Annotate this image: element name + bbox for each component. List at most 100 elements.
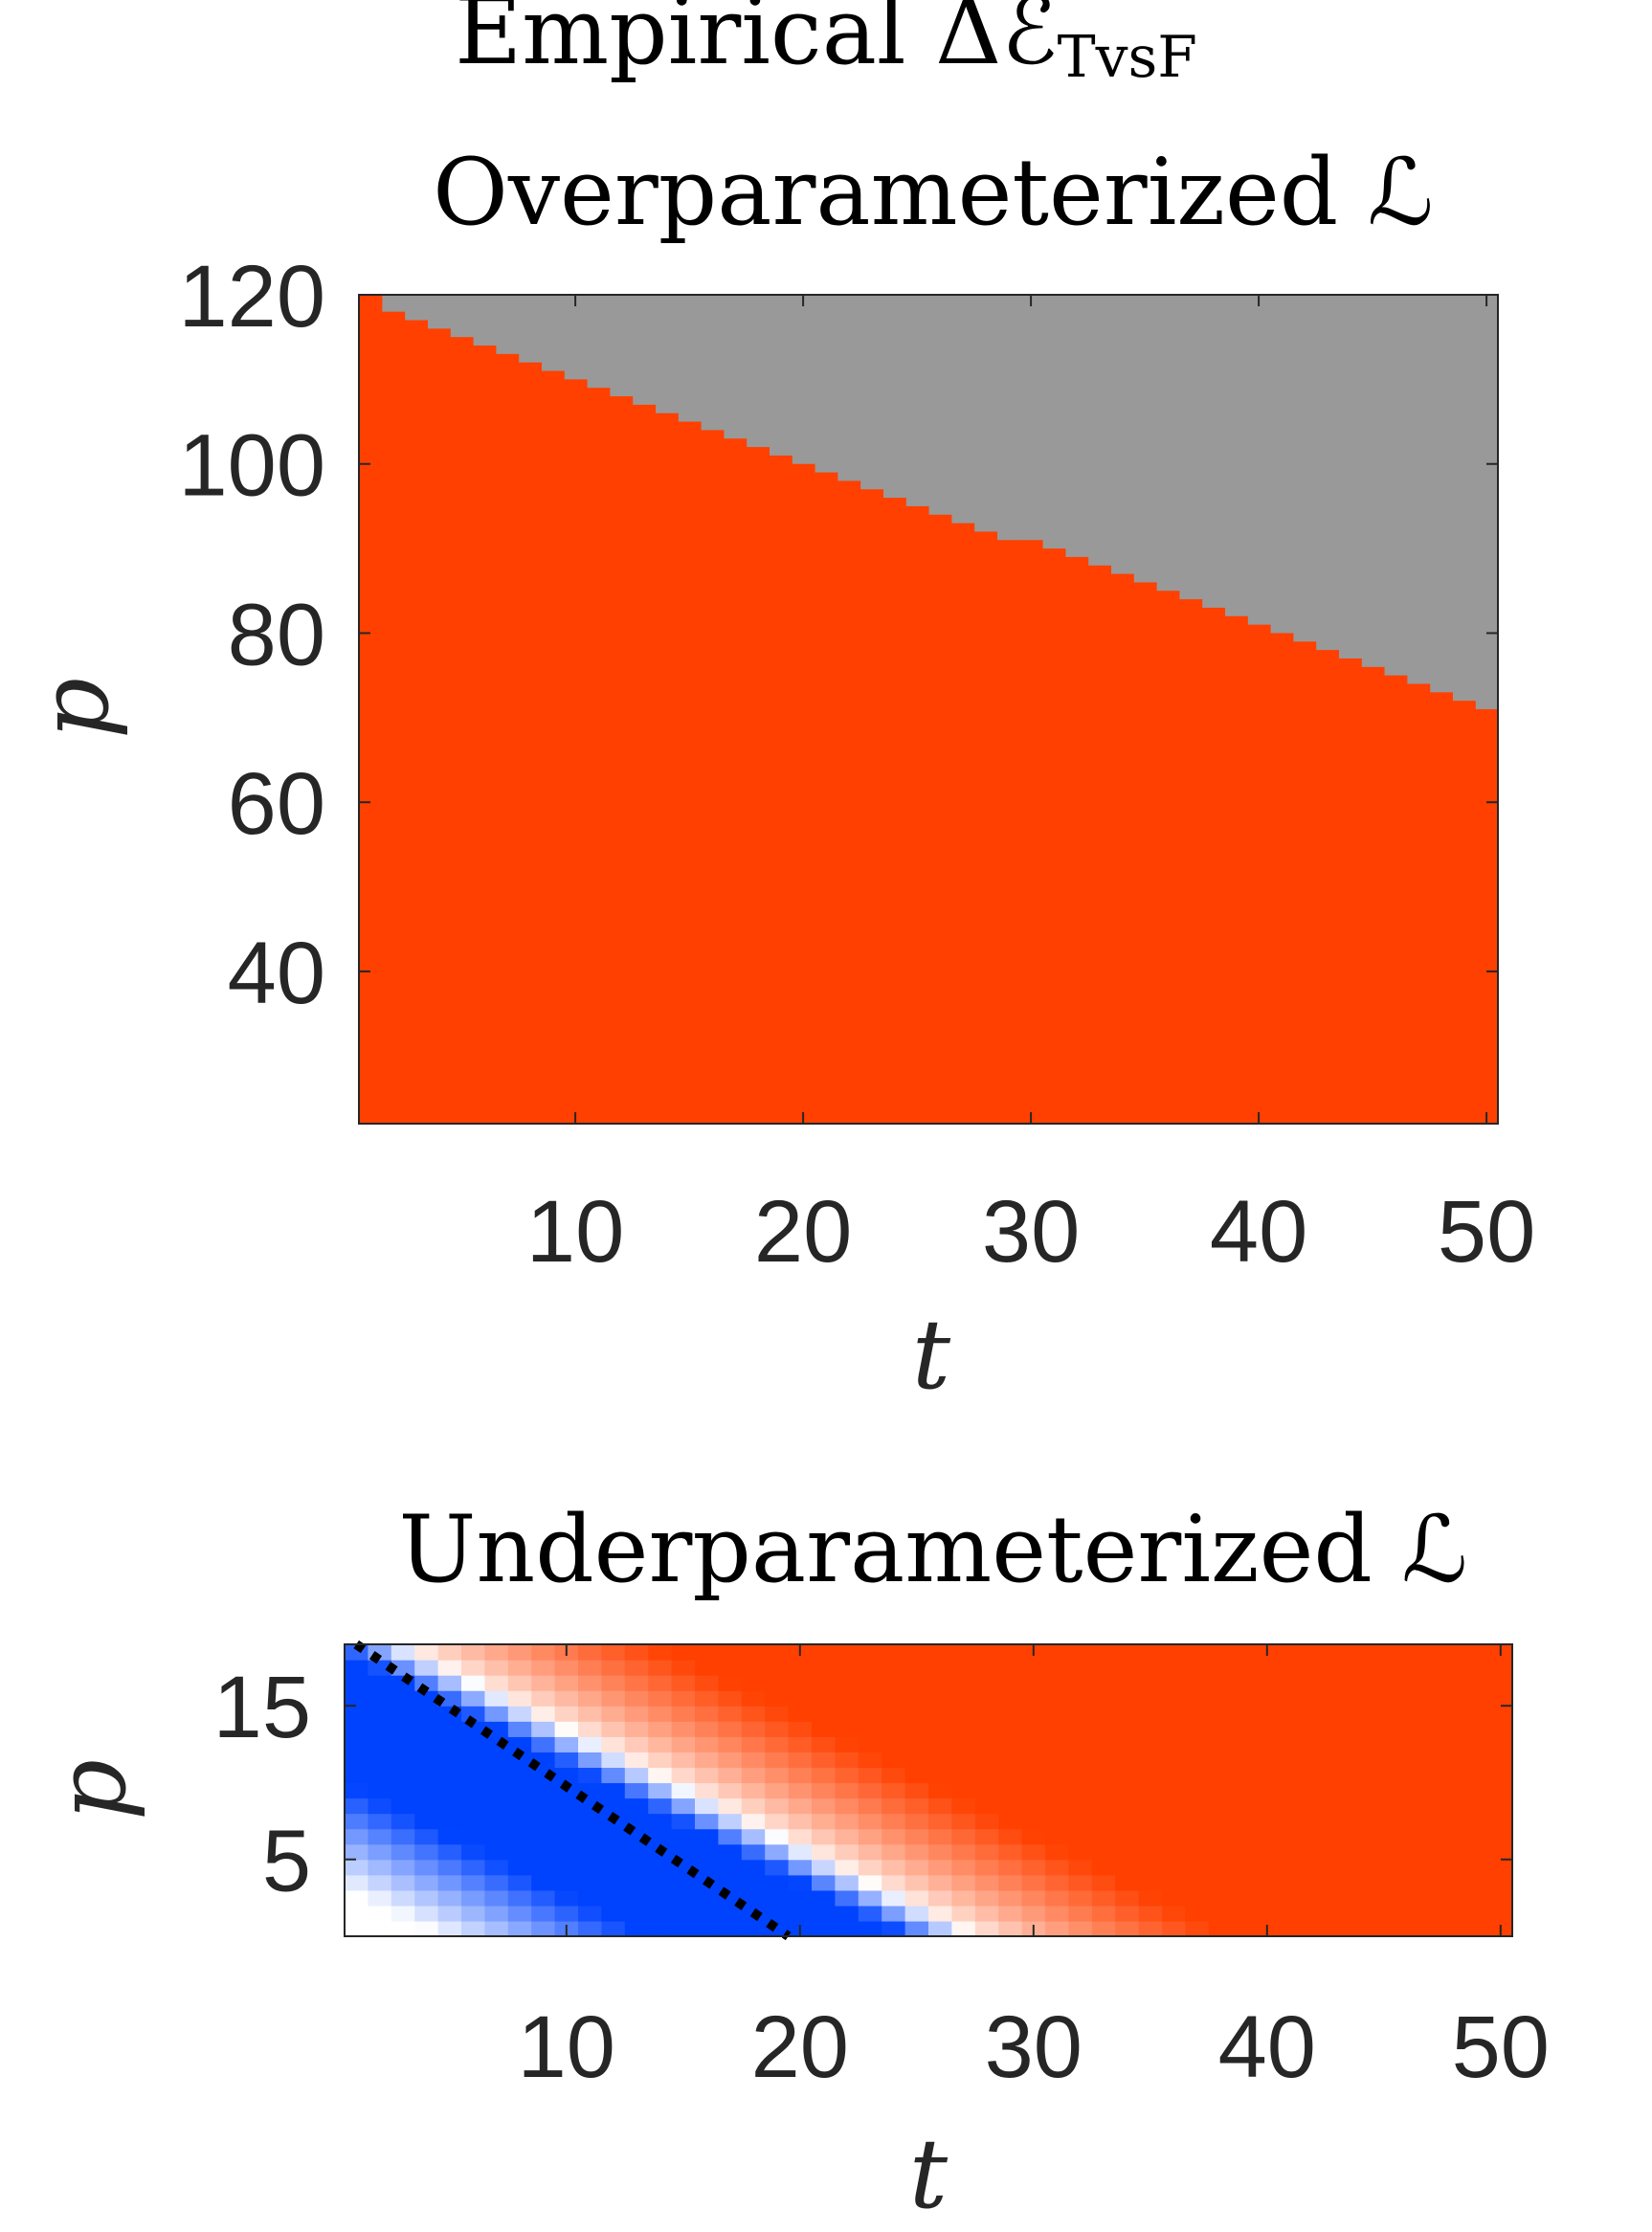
bottom-heatmap-cell	[1465, 1843, 1490, 1861]
bottom-heatmap-cell	[368, 1736, 392, 1752]
bottom-heatmap-cell	[1045, 1859, 1069, 1876]
bottom-heatmap-cell	[1465, 1675, 1490, 1691]
bottom-heatmap-cell	[671, 1828, 696, 1845]
bottom-heatmap-cell	[788, 1782, 813, 1799]
bottom-heatmap-cell	[1232, 1660, 1257, 1676]
bottom-heatmap-cell	[765, 1874, 790, 1891]
bottom-heatmap-cell	[1279, 1920, 1303, 1937]
bottom-heatmap-cell	[765, 1797, 790, 1815]
bottom-heatmap-cell	[1255, 1721, 1280, 1737]
bottom-heatmap-cell	[345, 1721, 368, 1737]
bottom-heatmap-cell	[1279, 1767, 1303, 1784]
bottom-heatmap-cell	[695, 1813, 719, 1830]
bottom-heatmap-cell	[788, 1767, 813, 1784]
bottom-heatmap-cell	[1208, 1843, 1233, 1861]
bottom-heatmap-cell	[1045, 1675, 1069, 1691]
bottom-heatmap-cell	[1185, 1782, 1210, 1799]
bottom-heatmap-cell	[695, 1889, 719, 1907]
bottom-heatmap-cell	[904, 1920, 929, 1937]
bottom-x-tick-label: 30	[985, 1998, 1083, 2096]
bottom-heatmap-cell	[1255, 1813, 1280, 1830]
bottom-heatmap-cell	[531, 1874, 556, 1891]
bottom-heatmap-cell	[601, 1782, 626, 1799]
bottom-heatmap-cell	[812, 1706, 836, 1722]
bottom-heatmap-cell	[648, 1721, 673, 1737]
top-red-column	[1406, 683, 1431, 1124]
bottom-heatmap-cell	[765, 1675, 790, 1691]
bottom-heatmap-cell	[1068, 1721, 1093, 1737]
bottom-heatmap-cell	[882, 1644, 906, 1661]
bottom-heatmap-cell	[788, 1690, 813, 1707]
bottom-heatmap-cell	[1325, 1797, 1350, 1815]
bottom-heatmap-cell	[624, 1843, 649, 1861]
bottom-heatmap-cell	[1488, 1843, 1513, 1861]
bottom-heatmap-cell	[904, 1874, 929, 1891]
bottom-heatmap-cell	[951, 1797, 976, 1815]
bottom-heatmap-cell	[1279, 1660, 1303, 1676]
top-red-column	[1178, 599, 1203, 1124]
top-red-column	[837, 480, 861, 1124]
bottom-heatmap-cell	[904, 1752, 929, 1769]
bottom-heatmap-cell	[741, 1889, 766, 1907]
bottom-heatmap-cell	[414, 1690, 439, 1707]
bottom-heatmap-cell	[1232, 1859, 1257, 1876]
bottom-heatmap-cell	[951, 1813, 976, 1830]
bottom-heatmap-cell	[858, 1736, 882, 1752]
bottom-heatmap-cell	[671, 1782, 696, 1799]
bottom-heatmap-cell	[1162, 1721, 1186, 1737]
bottom-heatmap-cell	[1068, 1782, 1093, 1799]
bottom-heatmap-cell	[484, 1660, 509, 1676]
bottom-heatmap-cell	[765, 1752, 790, 1769]
bottom-heatmap-cell	[1162, 1782, 1186, 1799]
bottom-heatmap-cell	[812, 1690, 836, 1707]
bottom-heatmap-cell	[1418, 1843, 1443, 1861]
bottom-heatmap-cell	[578, 1874, 602, 1891]
bottom-heatmap-cell	[1372, 1874, 1396, 1891]
top-heatmap	[359, 295, 1499, 1125]
bottom-heatmap-cell	[1232, 1644, 1257, 1661]
bottom-heatmap-cell	[835, 1721, 859, 1737]
bottom-heatmap-cell	[835, 1767, 859, 1784]
bottom-heatmap-cell	[858, 1767, 882, 1784]
bottom-heatmap-cell	[928, 1889, 952, 1907]
bottom-heatmap-cell	[741, 1797, 766, 1815]
bottom-heatmap-cell	[1395, 1721, 1419, 1737]
bottom-heatmap-cell	[461, 1843, 485, 1861]
bottom-heatmap-cell	[1185, 1644, 1210, 1661]
bottom-heatmap-cell	[648, 1889, 673, 1907]
bottom-heatmap-cell	[391, 1721, 415, 1737]
bottom-heatmap-cell	[1232, 1752, 1257, 1769]
bottom-heatmap-cell	[1325, 1782, 1350, 1799]
bottom-heatmap-cell	[1255, 1843, 1280, 1861]
bottom-heatmap-cell	[1162, 1736, 1186, 1752]
bottom-heatmap-cell	[461, 1736, 485, 1752]
bottom-heatmap-cell	[718, 1660, 743, 1676]
bottom-heatmap-cell	[601, 1690, 626, 1707]
bottom-heatmap-cell	[1418, 1721, 1443, 1737]
bottom-heatmap-cell	[1349, 1905, 1373, 1922]
bottom-heatmap-cell	[1091, 1706, 1116, 1722]
bottom-heatmap-cell	[695, 1797, 719, 1815]
bottom-heatmap-cell	[391, 1843, 415, 1861]
bottom-heatmap-cell	[1068, 1828, 1093, 1845]
bottom-heatmap-cell	[414, 1660, 439, 1676]
top-red-column	[381, 311, 406, 1124]
top-red-column	[1452, 701, 1476, 1124]
bottom-heatmap-cell	[1068, 1660, 1093, 1676]
bottom-heatmap-cell	[624, 1889, 649, 1907]
bottom-heatmap-cell	[414, 1721, 439, 1737]
bottom-heatmap-cell	[1185, 1690, 1210, 1707]
bottom-heatmap-cell	[812, 1644, 836, 1661]
bottom-heatmap-cell	[554, 1675, 579, 1691]
bottom-heatmap-cell	[1302, 1813, 1327, 1830]
bottom-heatmap-cell	[1232, 1828, 1257, 1845]
bottom-heatmap-cell	[974, 1690, 999, 1707]
bottom-heatmap-cell	[624, 1905, 649, 1922]
bottom-heatmap-cell	[1325, 1843, 1350, 1861]
bottom-heatmap-cell	[554, 1721, 579, 1737]
bottom-heatmap-cell	[531, 1905, 556, 1922]
bottom-heatmap-cell	[437, 1752, 462, 1769]
bottom-heatmap-cell	[1418, 1859, 1443, 1876]
bottom-heatmap-cell	[1068, 1874, 1093, 1891]
bottom-heatmap-cell	[1302, 1782, 1327, 1799]
